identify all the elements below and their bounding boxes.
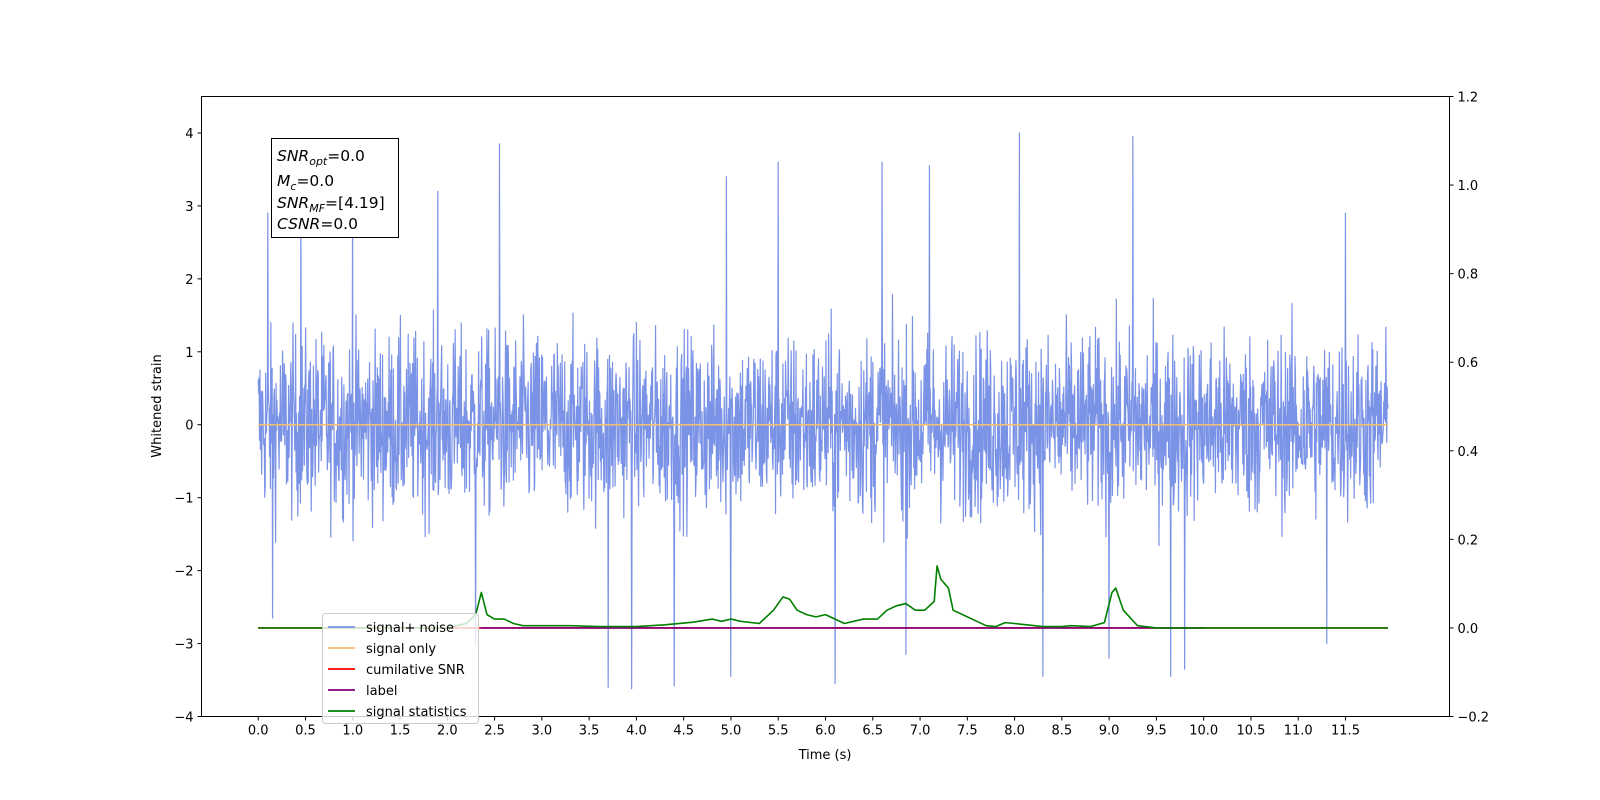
y-axis-right-ticks: −0.2 0.0 0.2 0.4 0.6 0.8 1.0 1.2	[1449, 91, 1490, 726]
x-tick-label: 11.5	[1331, 724, 1360, 739]
x-tick-label: 6.0	[815, 724, 836, 739]
y-axis-label: Whitened strain	[150, 354, 165, 457]
x-tick-label: 0.5	[295, 724, 316, 739]
x-tick-label: 5.5	[768, 724, 789, 739]
x-tick-label: 10.0	[1189, 724, 1218, 739]
x-tick-label: 7.5	[957, 724, 978, 739]
y2-tick-label: 0.8	[1458, 268, 1479, 283]
x-tick-label: 2.5	[484, 724, 505, 739]
legend-entry: label	[366, 684, 397, 699]
y-tick-label: 4	[185, 127, 193, 142]
y2-tick-label: −0.2	[1458, 711, 1490, 726]
series-signal-noise-line	[257, 132, 1389, 690]
x-tick-label: 1.0	[342, 724, 363, 739]
x-tick-label: 8.5	[1052, 724, 1073, 739]
y-tick-label: −1	[174, 492, 193, 507]
x-tick-label: 0.0	[248, 724, 269, 739]
y-axis-left-ticks: −4 −3 −2 −1 0 1 2 3 4	[174, 127, 202, 726]
legend-frame	[322, 613, 479, 724]
y-tick-label: 3	[185, 200, 193, 215]
x-tick-label: 3.5	[579, 724, 600, 739]
x-tick-label: 9.5	[1146, 724, 1167, 739]
x-tick-label: 2.0	[437, 724, 458, 739]
legend-entry: signal+ noise	[366, 621, 454, 636]
info-line: SNRopt=0.0	[277, 147, 365, 168]
legend-entry: signal statistics	[366, 705, 467, 720]
x-tick-label: 4.5	[673, 724, 694, 739]
y2-tick-label: 0.6	[1458, 356, 1479, 371]
y2-tick-label: 0.4	[1458, 445, 1479, 460]
x-tick-label: 5.0	[721, 724, 742, 739]
x-tick-label: 10.5	[1236, 724, 1265, 739]
legend: signal+ noise signal only cumilative SNR la…	[322, 613, 479, 724]
y-tick-label: −3	[174, 638, 193, 653]
x-tick-label: 1.5	[390, 724, 411, 739]
info-box-frame	[271, 138, 399, 238]
legend-entry: signal only	[366, 642, 436, 657]
y-tick-label: 0	[185, 419, 193, 434]
y-tick-label: −4	[174, 711, 193, 726]
info-line: CSNR=0.0	[277, 215, 358, 233]
x-tick-label: 11.0	[1284, 724, 1313, 739]
x-axis-label: Time (s)	[798, 748, 852, 763]
series-signal-statistics-line	[258, 565, 1389, 629]
legend-entry: cumilative SNR	[366, 663, 465, 678]
x-tick-label: 7.0	[910, 724, 931, 739]
y-tick-label: −2	[174, 565, 193, 580]
y2-tick-label: 0.2	[1458, 533, 1479, 548]
x-tick-label: 3.0	[532, 724, 553, 739]
x-tick-label: 8.0	[1004, 724, 1025, 739]
x-tick-label: 9.0	[1099, 724, 1120, 739]
x-tick-label: 6.5	[862, 724, 883, 739]
x-axis-ticks: 0.0 0.5 1.0 1.5 2.0 2.5 3.0 3.5 4.0 4.5 5.0 5.5 6.0 6…	[248, 716, 1360, 739]
info-line: SNRMF=[4.19]	[277, 194, 385, 215]
y2-tick-label: 1.0	[1458, 179, 1479, 194]
x-tick-label: 4.0	[626, 724, 647, 739]
y2-tick-label: 0.0	[1458, 622, 1479, 637]
y2-tick-label: 1.2	[1458, 91, 1479, 106]
y-tick-label: 1	[185, 346, 193, 361]
info-line: Mc=0.0	[277, 172, 334, 193]
y-tick-label: 2	[185, 273, 193, 288]
